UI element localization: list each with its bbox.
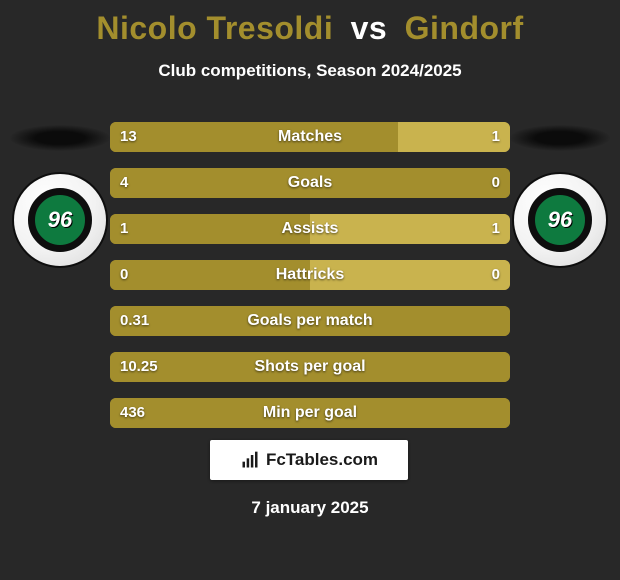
- stat-row: 131Matches: [110, 122, 510, 152]
- shadow-right: [510, 125, 610, 151]
- stat-label: Matches: [110, 122, 510, 152]
- logo-number: 96: [48, 207, 72, 233]
- stat-bars: 131Matches 40Goals 11Assists 00Hattricks 0.3…: [110, 122, 510, 444]
- stat-row: 11Assists: [110, 214, 510, 244]
- logo-inner: 96: [28, 188, 92, 252]
- stat-label: Goals per match: [110, 306, 510, 336]
- brand-text: FcTables.com: [266, 450, 378, 470]
- player2-name: Gindorf: [405, 10, 524, 46]
- subtitle: Club competitions, Season 2024/2025: [0, 61, 620, 81]
- stat-label: Goals: [110, 168, 510, 198]
- chart-icon: [240, 450, 260, 470]
- stat-row: 00Hattricks: [110, 260, 510, 290]
- stat-label: Min per goal: [110, 398, 510, 428]
- stat-label: Hattricks: [110, 260, 510, 290]
- team-logo-right: 96: [512, 172, 608, 268]
- generated-date: 7 january 2025: [0, 498, 620, 518]
- stat-row: 40Goals: [110, 168, 510, 198]
- player1-name: Nicolo Tresoldi: [96, 10, 333, 46]
- logo-inner: 96: [528, 188, 592, 252]
- stat-row: 10.25Shots per goal: [110, 352, 510, 382]
- team-logo-left: 96: [12, 172, 108, 268]
- stat-row: 0.31Goals per match: [110, 306, 510, 336]
- logo-number: 96: [548, 207, 572, 233]
- stat-row: 436Min per goal: [110, 398, 510, 428]
- shadow-left: [10, 125, 110, 151]
- vs-text: vs: [351, 10, 388, 46]
- stat-label: Shots per goal: [110, 352, 510, 382]
- stat-label: Assists: [110, 214, 510, 244]
- brand-badge[interactable]: FcTables.com: [210, 440, 408, 480]
- page-title: Nicolo Tresoldi vs Gindorf: [0, 0, 620, 47]
